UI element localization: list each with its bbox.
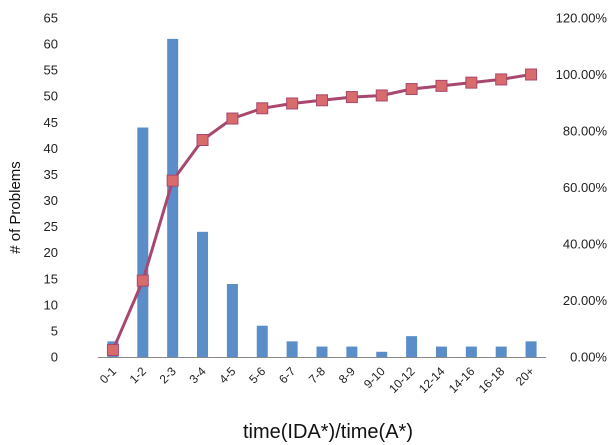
left-tick-label: 40 xyxy=(44,141,58,156)
left-tick-label: 50 xyxy=(44,89,58,104)
bar xyxy=(435,346,447,357)
bar xyxy=(137,127,149,358)
line-marker xyxy=(316,94,328,107)
x-axis-title: time(IDA*)/time(A*) xyxy=(243,421,413,443)
right-tick-label: 0.00% xyxy=(570,350,607,365)
right-axis-ticks: 0.00% 20.00% 40.00% 60.00% 80.00% 100.00% 120.… xyxy=(556,11,608,365)
x-tick-label: 4-5 xyxy=(216,364,238,386)
right-tick-label: 20.00% xyxy=(563,293,608,308)
y-axis-title: # of Problems xyxy=(7,161,24,254)
bar xyxy=(376,351,388,357)
line-marker xyxy=(495,73,508,86)
bar-series xyxy=(107,38,537,358)
line-marker xyxy=(465,76,478,89)
left-tick-label: 15 xyxy=(44,271,58,286)
left-tick-label: 0 xyxy=(51,350,58,365)
line-marker xyxy=(196,134,209,147)
bar xyxy=(167,38,179,357)
x-tick-label: 3-4 xyxy=(186,364,208,386)
bar xyxy=(286,341,298,357)
bar xyxy=(465,346,477,357)
line-marker xyxy=(525,68,538,81)
bar xyxy=(495,346,507,357)
left-tick-label: 45 xyxy=(44,115,58,130)
cumulative-line-series xyxy=(106,68,538,357)
x-tick-label: 12-14 xyxy=(416,364,448,396)
x-tick-label: 2-3 xyxy=(157,364,179,386)
x-tick-label: 14-16 xyxy=(446,364,478,396)
line-marker xyxy=(256,102,269,115)
line-marker xyxy=(226,112,239,125)
x-tick-label: 8-9 xyxy=(336,364,358,386)
left-tick-label: 35 xyxy=(44,167,58,182)
right-tick-label: 60.00% xyxy=(563,180,608,195)
right-tick-label: 40.00% xyxy=(563,237,608,252)
bar xyxy=(226,283,238,357)
right-tick-label: 100.00% xyxy=(556,67,608,82)
left-tick-label: 30 xyxy=(44,193,58,208)
left-tick-label: 20 xyxy=(44,245,58,260)
bar xyxy=(197,231,209,357)
line-marker xyxy=(286,97,299,110)
right-tick-label: 120.00% xyxy=(556,11,608,26)
left-axis-ticks: 0 5 10 15 20 25 30 35 40 45 50 55 60 65 xyxy=(44,11,58,365)
left-tick-label: 25 xyxy=(44,219,58,234)
line-marker xyxy=(345,91,358,104)
bar xyxy=(256,325,268,357)
x-tick-label: 16-18 xyxy=(476,364,508,396)
x-tick-label: 10-12 xyxy=(386,364,418,396)
x-tick-label: 1-2 xyxy=(127,364,149,386)
line-marker xyxy=(375,89,388,102)
line-marker xyxy=(166,174,179,187)
x-tick-label: 20+ xyxy=(513,364,537,388)
x-tick-label: 6-7 xyxy=(276,364,298,386)
x-tick-label: 5-6 xyxy=(246,364,268,386)
bar xyxy=(406,336,418,357)
line-marker xyxy=(405,83,418,96)
x-axis-ticks: 0-1 1-2 2-3 3-4 4-5 5-6 6-7 7-8 8-9 9-1010-1212-1… xyxy=(97,364,537,396)
left-tick-label: 5 xyxy=(51,323,58,338)
line-marker xyxy=(435,79,448,92)
left-tick-label: 60 xyxy=(44,37,58,52)
line-marker xyxy=(136,274,149,287)
right-tick-label: 80.00% xyxy=(563,124,608,139)
x-tick-label: 9-10 xyxy=(361,364,388,391)
left-tick-label: 65 xyxy=(44,11,58,26)
x-tick-label: 7-8 xyxy=(306,364,328,386)
line-marker xyxy=(106,344,119,357)
bar xyxy=(525,341,537,357)
left-tick-label: 10 xyxy=(44,297,58,312)
left-tick-label: 55 xyxy=(44,63,58,78)
bar xyxy=(346,346,358,357)
x-tick-label: 0-1 xyxy=(97,364,119,386)
bar xyxy=(316,346,328,357)
